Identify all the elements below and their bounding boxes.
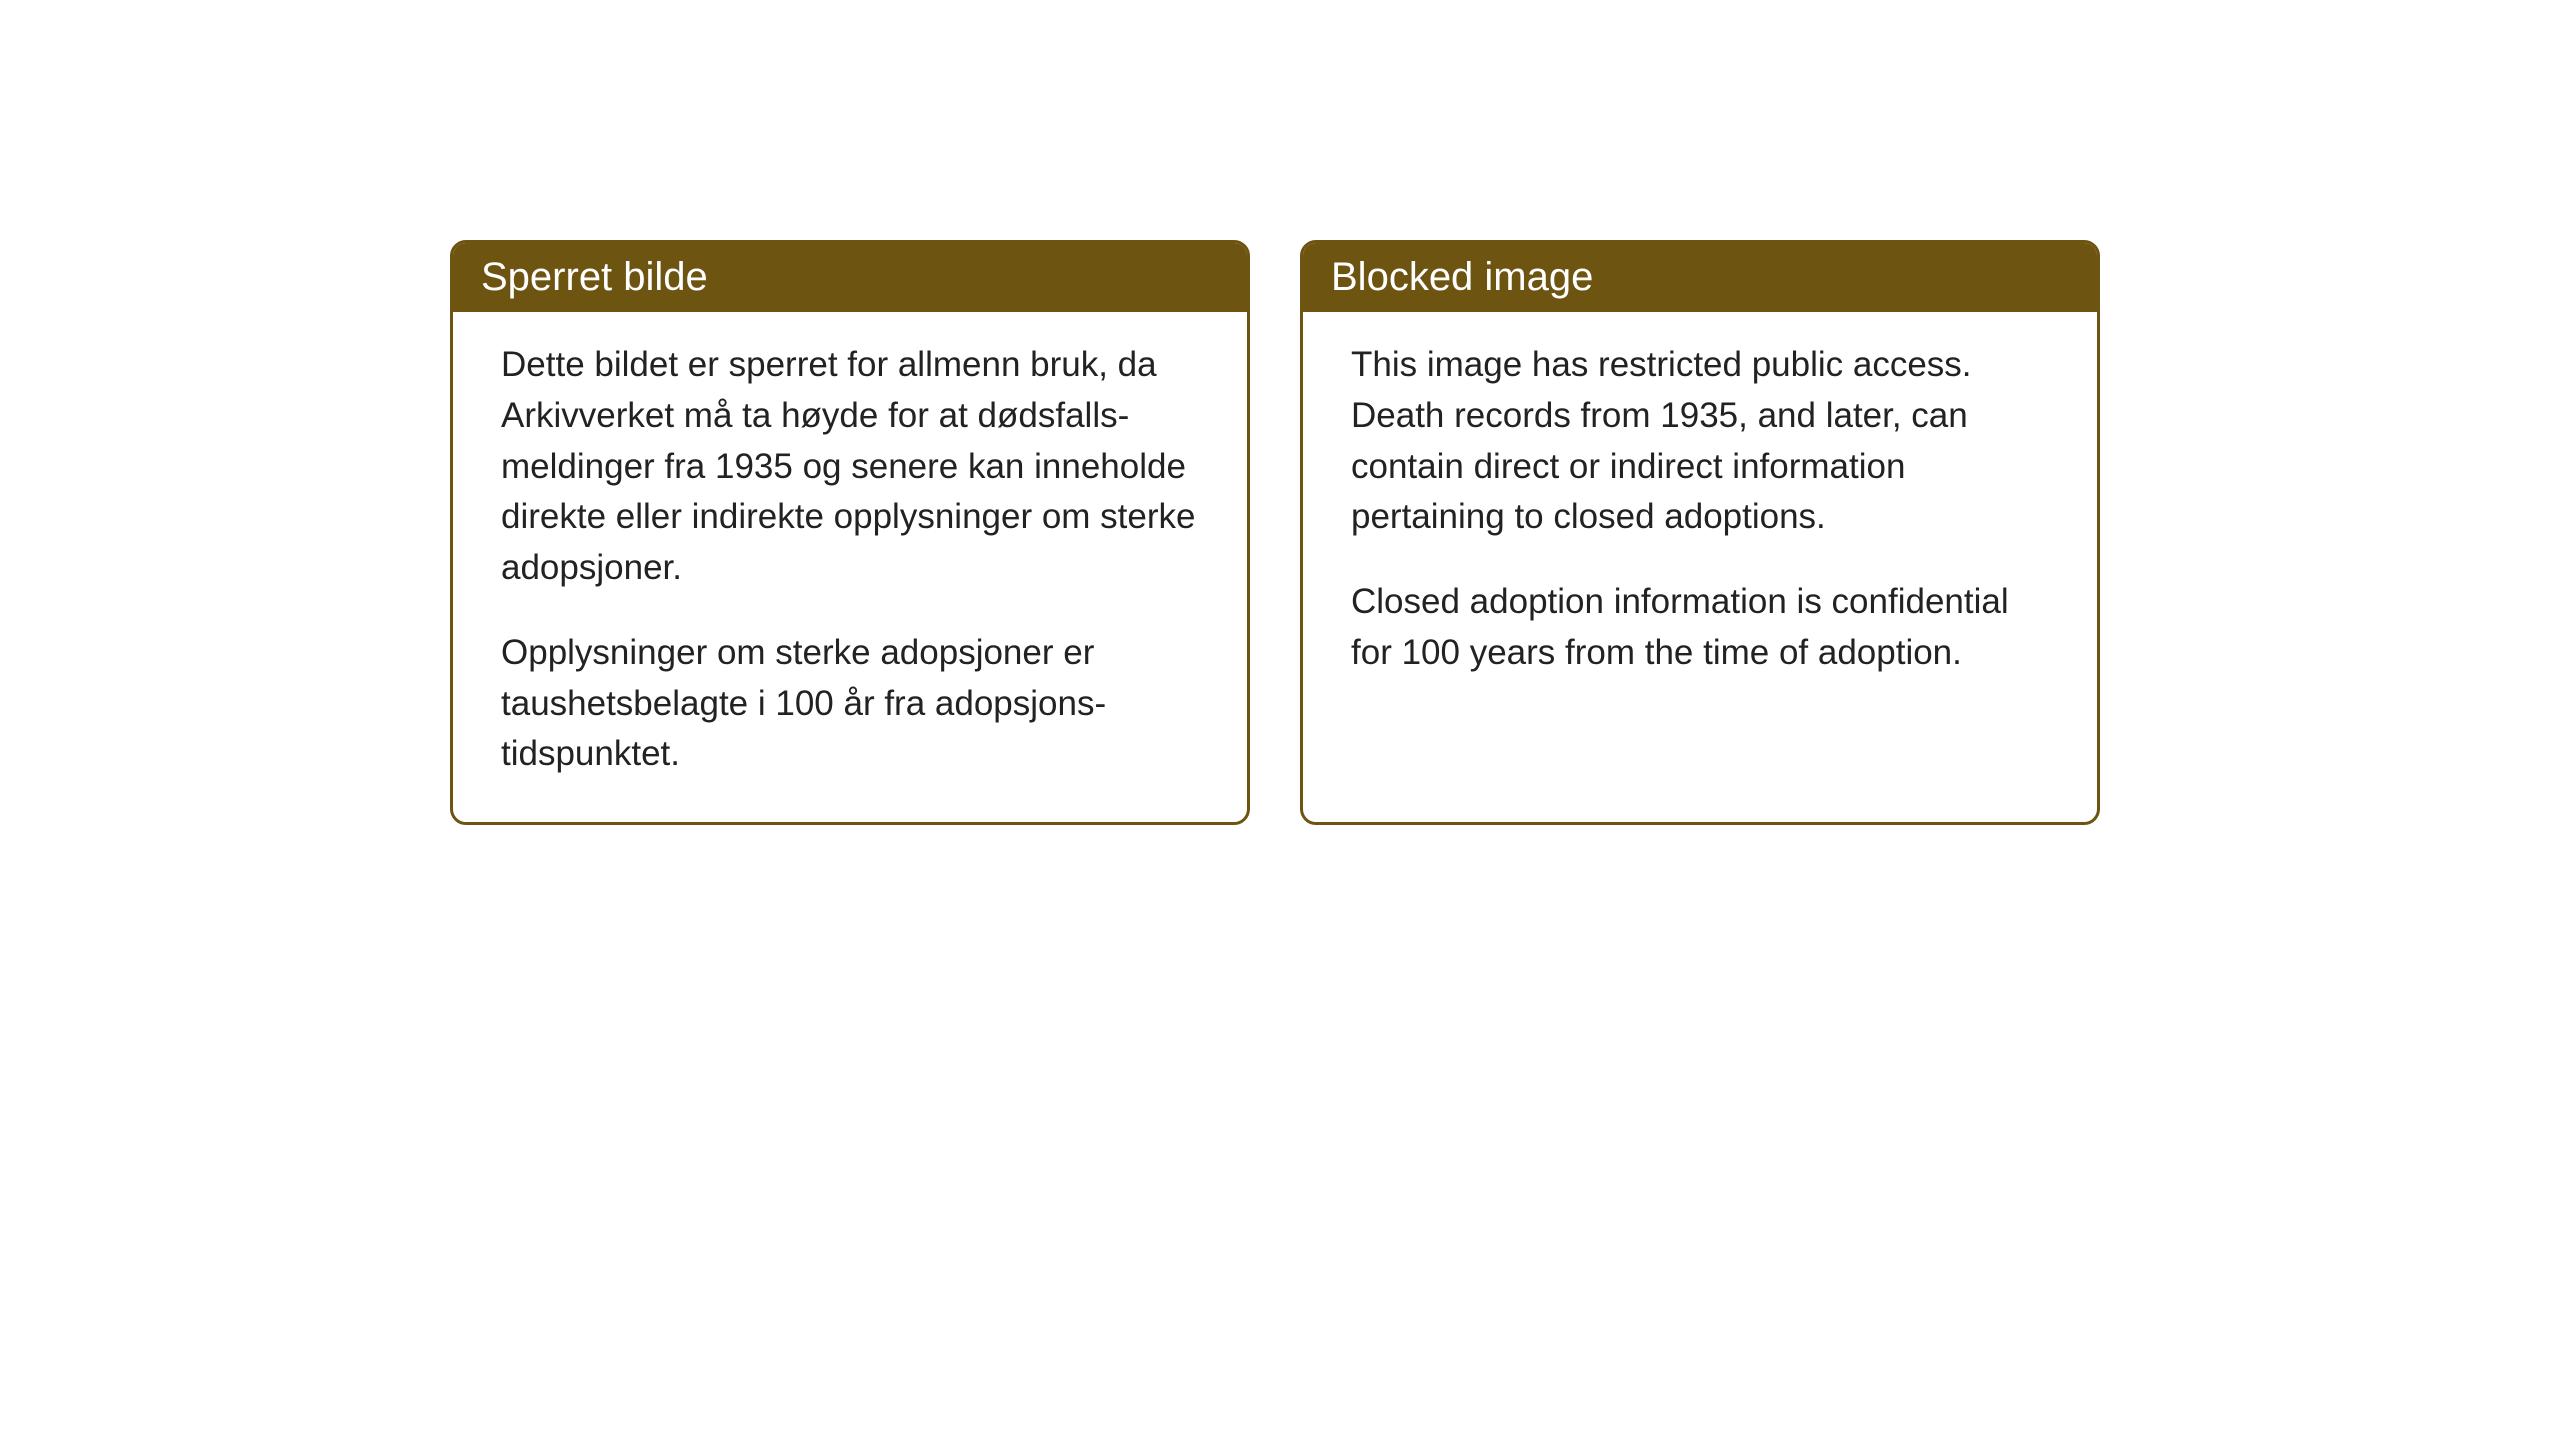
notice-card-norwegian: Sperret bilde Dette bildet er sperret fo… — [450, 240, 1250, 825]
card-paragraph-1-norwegian: Dette bildet er sperret for allmenn bruk… — [501, 340, 1199, 594]
card-paragraph-2-norwegian: Opplysninger om sterke adopsjoner er tau… — [501, 628, 1199, 780]
card-paragraph-2-english: Closed adoption information is confident… — [1351, 577, 2049, 679]
card-header-norwegian: Sperret bilde — [453, 243, 1247, 312]
card-header-english: Blocked image — [1303, 243, 2097, 312]
card-body-norwegian: Dette bildet er sperret for allmenn bruk… — [453, 312, 1247, 822]
card-body-english: This image has restricted public access.… — [1303, 312, 2097, 721]
card-title-english: Blocked image — [1331, 255, 1593, 299]
card-paragraph-1-english: This image has restricted public access.… — [1351, 340, 2049, 543]
card-title-norwegian: Sperret bilde — [481, 255, 708, 299]
notice-card-english: Blocked image This image has restricted … — [1300, 240, 2100, 825]
notice-container: Sperret bilde Dette bildet er sperret fo… — [450, 240, 2100, 825]
